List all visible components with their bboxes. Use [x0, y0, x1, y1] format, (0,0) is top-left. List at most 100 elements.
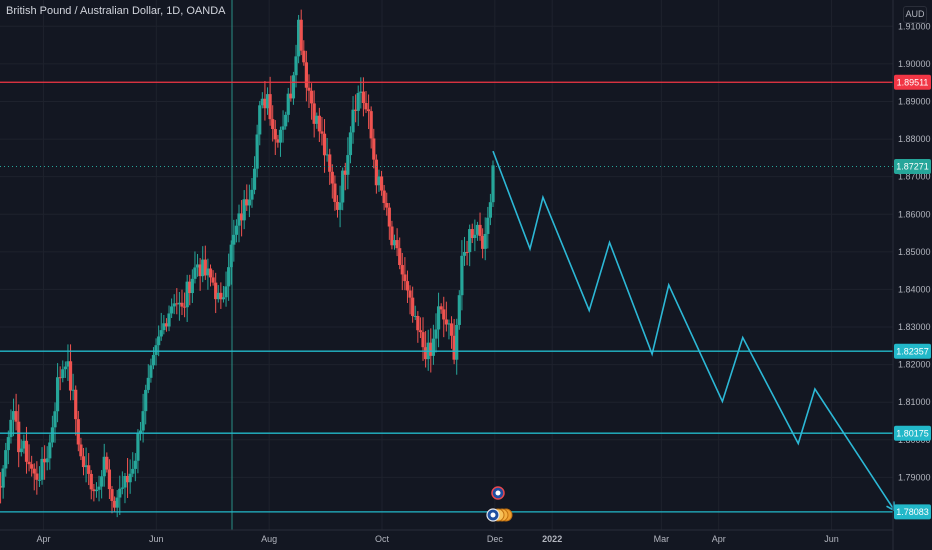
price-axis[interactable]: 1.790001.800001.810001.820001.830001.840…: [898, 21, 931, 482]
candle-body: [48, 442, 52, 459]
candle-body: [281, 126, 285, 130]
candle-body: [447, 323, 451, 325]
candle-body: [481, 235, 485, 249]
candle-body: [361, 91, 366, 104]
candle-body: [229, 244, 233, 268]
candle-body: [468, 229, 472, 253]
time-tick-label: Aug: [261, 534, 277, 544]
candle-body: [374, 159, 378, 186]
candle-body: [418, 330, 423, 333]
candle-body: [328, 154, 332, 172]
candle-body: [372, 138, 376, 160]
candle-body: [395, 240, 399, 249]
price-badge: [894, 504, 931, 520]
candle-body: [198, 264, 202, 277]
candle-body: [110, 489, 114, 501]
candle-body: [237, 213, 241, 226]
candle-body: [32, 468, 36, 474]
candle-body: [89, 473, 93, 490]
candle-body: [164, 323, 169, 327]
candle-body: [400, 265, 404, 275]
price-tick-label: 1.81000: [898, 397, 931, 407]
candle-body: [462, 252, 467, 256]
time-axis[interactable]: MarAprJunAugOctDec2022MarAprJun: [0, 534, 839, 544]
candle-body: [234, 225, 239, 235]
projection-path[interactable]: [492, 150, 896, 512]
candle-body: [94, 489, 99, 492]
currency-button[interactable]: AUD: [903, 6, 927, 23]
price-labels: 1.89511 1.87271 1.82357 1.80175 1.78083: [0, 74, 931, 520]
candle-body: [157, 336, 161, 346]
candle-body: [50, 427, 54, 443]
candle-body: [133, 460, 137, 469]
candle-body: [24, 440, 29, 462]
candle-body: [247, 199, 251, 206]
candle-body: [302, 50, 306, 63]
candle-body: [43, 458, 47, 463]
candle-body: [416, 315, 420, 331]
chart-title: British Pound / Australian Dollar, 1D, O…: [6, 5, 226, 17]
price-tick-label: 1.90000: [898, 59, 931, 69]
candle-body: [405, 281, 410, 291]
candle-body: [491, 165, 495, 203]
candle-body: [421, 332, 425, 348]
price-tick-label: 1.89000: [898, 96, 931, 106]
candle-body: [470, 229, 474, 239]
candle-body: [216, 292, 220, 300]
candle-body: [364, 103, 368, 110]
candle-body: [131, 468, 135, 474]
candle-body: [475, 224, 480, 235]
candle-body: [115, 497, 119, 508]
candle-body: [92, 489, 96, 492]
candle-body: [128, 473, 132, 483]
candle-body: [338, 202, 342, 210]
candle-body: [299, 19, 303, 51]
price-tick-label: 1.79000: [898, 472, 931, 482]
candle-body: [232, 234, 236, 245]
candle-body: [172, 303, 176, 307]
candle-body: [309, 90, 314, 104]
candle-body: [379, 176, 384, 191]
candle-body: [76, 419, 80, 445]
candle-body: [483, 233, 487, 249]
candle-body: [17, 421, 21, 453]
candle-body: [151, 354, 156, 366]
event-markers[interactable]: [486, 486, 513, 522]
candle-body: [442, 309, 446, 320]
price-tick-label: 1.82000: [898, 360, 931, 370]
candle-body: [260, 98, 264, 106]
candle-body: [120, 487, 124, 489]
candle-body: [37, 479, 42, 481]
price-badge-label: 1.80175: [896, 428, 929, 438]
candle-body: [346, 155, 350, 175]
price-tick-label: 1.91000: [898, 21, 931, 31]
candle-body: [203, 259, 207, 276]
candle-body: [413, 315, 417, 317]
candle-body: [392, 240, 397, 246]
price-badge-label: 1.82357: [896, 346, 929, 356]
candle-body: [107, 469, 112, 490]
candle-body: [224, 286, 228, 298]
candle-body: [276, 139, 280, 143]
projection-line: [492, 150, 896, 511]
candle-body: [136, 433, 140, 461]
candle-body: [190, 278, 194, 294]
candle-body: [312, 103, 316, 124]
event-marker-icon[interactable]: [491, 486, 505, 500]
price-tick-label: 1.84000: [898, 284, 931, 294]
candle-body: [403, 274, 407, 282]
candle-body: [118, 488, 122, 498]
candle-body: [457, 295, 461, 325]
candle-body: [436, 306, 441, 330]
candle-body: [162, 323, 166, 331]
price-badge-label: 1.78083: [896, 507, 929, 517]
candle-body: [449, 323, 454, 336]
time-tick-label: Jun: [824, 534, 839, 544]
dividend-stack-icon[interactable]: [486, 508, 513, 522]
candle-body: [304, 62, 308, 88]
price-tick-label: 1.83000: [898, 322, 931, 332]
candle-body: [0, 486, 3, 488]
horizontal-levels[interactable]: [0, 81, 893, 513]
candle-body: [325, 154, 329, 156]
